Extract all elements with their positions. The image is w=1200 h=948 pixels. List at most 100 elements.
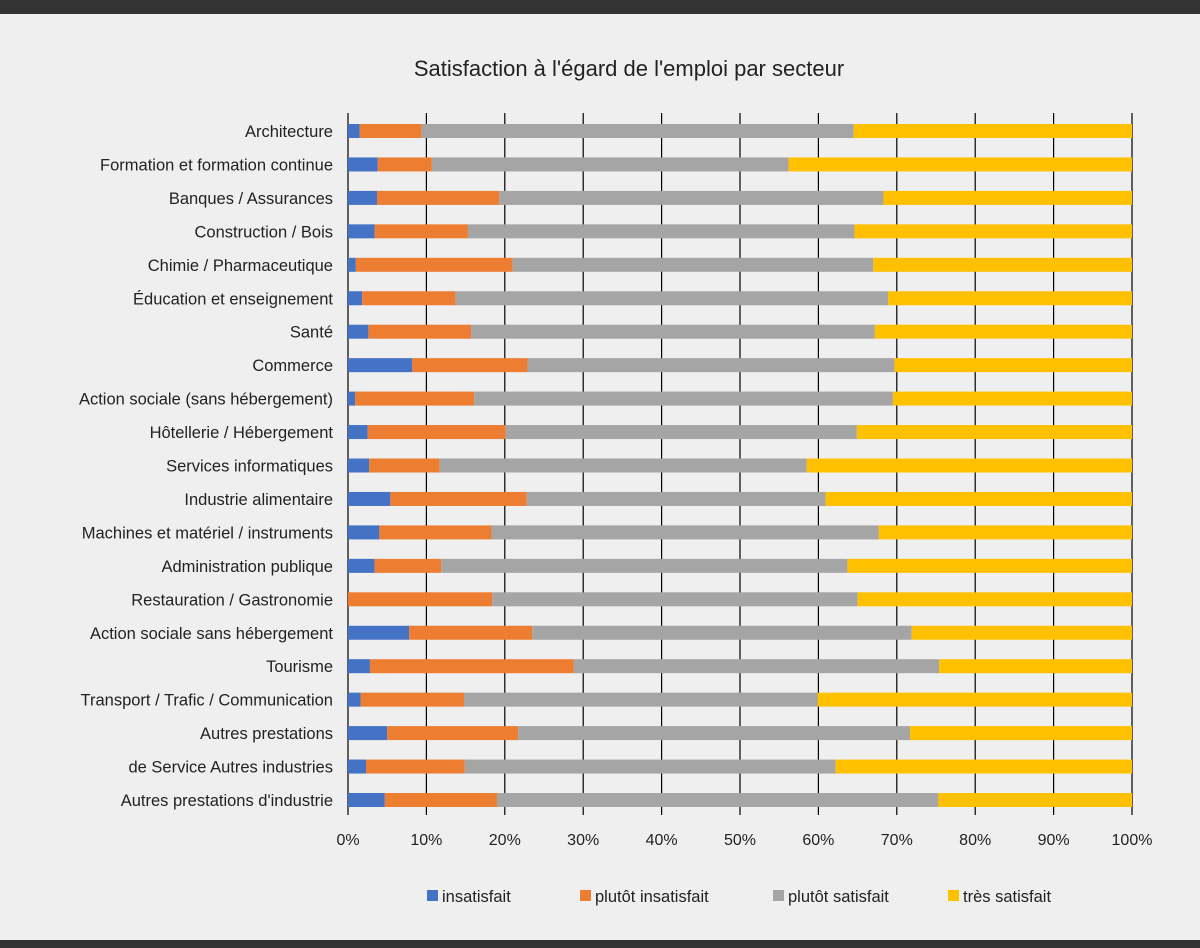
bar-segment: [348, 592, 493, 607]
bar-segment: [348, 692, 361, 707]
bar-segment: [455, 291, 889, 306]
bar-segment: [348, 458, 370, 473]
bar-segment: [847, 558, 1132, 573]
legend-swatch: [580, 890, 591, 901]
bar-segment: [825, 491, 1132, 506]
x-tick-label: 20%: [489, 832, 521, 849]
bar-segment: [368, 324, 472, 339]
bar-segment: [374, 558, 442, 573]
legend: insatisfait plutôt insatisfait plutôt sati…: [427, 888, 1051, 906]
x-tick-label: 40%: [646, 832, 678, 849]
bar-segment: [367, 425, 506, 440]
bar-segment: [377, 157, 432, 172]
legend-label: insatisfait: [442, 888, 511, 906]
bar-segment: [421, 124, 854, 138]
category-label: Restauration / Gastronomie: [131, 591, 333, 609]
category-label: Formation et formation continue: [100, 156, 333, 174]
bar-segment: [883, 190, 1132, 205]
bar-segment: [873, 257, 1132, 272]
category-label: Tourisme: [266, 658, 333, 676]
bar-segment: [856, 425, 1132, 440]
bar-segment: [379, 525, 492, 540]
bar-segment: [348, 291, 363, 306]
bar-segment: [471, 324, 875, 339]
bar-segment: [374, 224, 468, 239]
category-label: Banques / Assurances: [169, 190, 333, 208]
bar-segment: [369, 458, 440, 473]
bar-segment: [348, 625, 410, 640]
category-label: Services informatiques: [166, 458, 333, 476]
bar-segment: [910, 726, 1132, 741]
bar-segment: [892, 391, 1132, 406]
legend-swatch: [773, 890, 784, 901]
bar-segment: [527, 358, 895, 373]
bar-segment: [439, 458, 807, 473]
category-label: Santé: [290, 324, 333, 342]
bar-segment: [348, 491, 391, 506]
bar-segment: [853, 124, 1132, 138]
bottom-border-bar: [0, 940, 1200, 948]
bar-segment: [441, 558, 848, 573]
bar-segment: [348, 190, 378, 205]
top-border-bar: [0, 0, 1200, 14]
category-label: de Service Autres industries: [128, 759, 333, 777]
bar-segment: [499, 190, 884, 205]
category-label: Construction / Bois: [195, 223, 333, 241]
category-label: Action sociale (sans hébergement): [79, 391, 333, 409]
x-tick-label: 70%: [881, 832, 913, 849]
bar-segment: [387, 726, 519, 741]
category-label: Administration publique: [161, 558, 333, 576]
bar-segment: [348, 124, 360, 138]
bar-segment: [348, 726, 388, 741]
bar-segment: [888, 291, 1132, 306]
category-label: Éducation et enseignement: [133, 289, 333, 308]
bar-segment: [854, 224, 1132, 239]
bar-segment: [348, 358, 413, 373]
x-tick-label: 60%: [802, 832, 834, 849]
x-tick-label: 90%: [1038, 832, 1070, 849]
x-tick-label: 0%: [336, 832, 359, 849]
bar-segment: [939, 659, 1132, 674]
bar-segment: [512, 257, 874, 272]
bar-segment: [573, 659, 940, 674]
bar-segment: [348, 793, 385, 807]
bar-segment: [492, 592, 858, 607]
bar-segment: [464, 692, 818, 707]
x-tick-label: 30%: [567, 832, 599, 849]
bar-segment: [366, 759, 465, 774]
category-label: Action sociale sans hébergement: [90, 625, 333, 643]
bar-segment: [857, 592, 1132, 607]
category-label: Autres prestations d'industrie: [121, 792, 333, 810]
bar-segment: [360, 692, 465, 707]
x-tick-label: 80%: [959, 832, 991, 849]
bar-segment: [817, 692, 1132, 707]
bar-segment: [806, 458, 1132, 473]
bar-segment: [348, 558, 375, 573]
bar-segment: [491, 525, 879, 540]
bar-segment: [496, 793, 939, 807]
x-tick-label: 10%: [410, 832, 442, 849]
bar-segment: [348, 659, 370, 674]
bar-segment: [348, 425, 368, 440]
bar-segment: [362, 291, 456, 306]
category-label: Transport / Trafic / Communication: [81, 692, 333, 710]
bar-segment: [474, 391, 893, 406]
bar-segment: [874, 324, 1132, 339]
bar-segment: [431, 157, 789, 172]
chart-title: Satisfaction à l'égard de l'emploi par s…: [414, 56, 844, 81]
x-tick-labels: 0% 10% 20% 30% 40% 50% 60% 70% 80% 90% 100%: [336, 832, 1152, 849]
bar-segment: [467, 224, 855, 239]
bar-segment: [348, 224, 375, 239]
bar-segment: [412, 358, 528, 373]
x-tick-label: 50%: [724, 832, 756, 849]
legend-label: très satisfait: [963, 888, 1051, 906]
bar-segment: [384, 793, 497, 807]
bar-segment: [532, 625, 912, 640]
legend-swatch: [948, 890, 959, 901]
bar-segment: [505, 425, 857, 440]
category-labels: Architecture Formation et formation conti…: [79, 123, 333, 810]
legend-label: plutôt satisfait: [788, 888, 889, 906]
bar-segment: [518, 726, 911, 741]
bar-segment: [911, 625, 1132, 640]
